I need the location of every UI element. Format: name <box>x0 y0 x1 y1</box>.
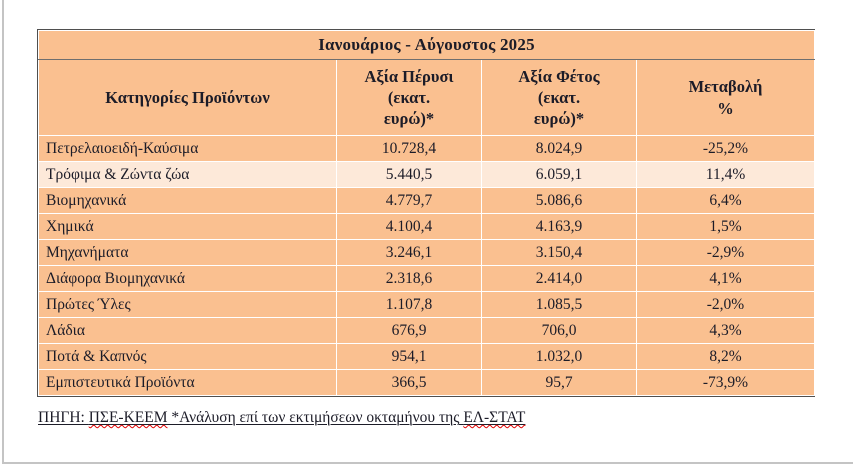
cell-value-last-year: 4.100,4 <box>336 213 482 240</box>
cell-value-last-year: 1.107,8 <box>336 291 482 318</box>
col-header-change-pct: Μεταβολή % <box>636 59 815 136</box>
cell-category: Βιομηχανικά <box>38 187 337 214</box>
cell-change: 4,1% <box>636 265 815 292</box>
cell-value-last-year: 954,1 <box>336 343 482 370</box>
cell-value-this-year: 1.085,5 <box>481 291 637 318</box>
cell-category: Λάδια <box>38 317 337 344</box>
col-header-value-this-year: Αξία Φέτος (εκατ. ευρώ)* <box>481 59 637 136</box>
cell-value-this-year: 1.032,0 <box>481 343 637 370</box>
cell-change: -2,0% <box>636 291 815 318</box>
cell-value-last-year: 366,5 <box>336 369 482 396</box>
table-row: Διάφορα Βιομηχανικά 2.318,6 2.414,0 4,1% <box>38 265 815 292</box>
cell-category: Ποτά & Καπνός <box>38 343 337 370</box>
cell-change: 11,4% <box>636 161 815 188</box>
cell-change: 6,4% <box>636 187 815 214</box>
cell-category: Διάφορα Βιομηχανικά <box>38 265 337 292</box>
cell-value-this-year: 2.414,0 <box>481 265 637 292</box>
table-row: Πετρελαιοειδή-Καύσιμα 10.728,4 8.024,9 -… <box>38 135 815 162</box>
cell-change: 8,2% <box>636 343 815 370</box>
col-header-categories: Κατηγορίες Προϊόντων <box>38 59 337 136</box>
cell-category: Πετρελαιοειδή-Καύσιμα <box>38 135 337 162</box>
export-data-table: Ιανουάριος - Αύγουστος 2025 Κατηγορίες Π… <box>37 29 815 397</box>
cell-value-last-year: 4.779,7 <box>336 187 482 214</box>
table-row: Μηχανήματα 3.246,1 3.150,4 -2,9% <box>38 239 815 266</box>
table-row: Ποτά & Καπνός 954,1 1.032,0 8,2% <box>38 343 815 370</box>
cell-value-last-year: 3.246,1 <box>336 239 482 266</box>
cell-value-this-year: 8.024,9 <box>481 135 637 162</box>
cell-change: -2,9% <box>636 239 815 266</box>
cell-value-last-year: 676,9 <box>336 317 482 344</box>
col-header-value-last-year: Αξία Πέρυσι (εκατ. ευρώ)* <box>336 59 482 136</box>
table-row: Πρώτες Ύλες 1.107,8 1.085,5 -2,0% <box>38 291 815 318</box>
table-title: Ιανουάριος - Αύγουστος 2025 <box>38 30 815 60</box>
cell-category: Πρώτες Ύλες <box>38 291 337 318</box>
title-row: Ιανουάριος - Αύγουστος 2025 <box>38 30 815 60</box>
cell-category: Μηχανήματα <box>38 239 337 266</box>
source-note: ΠΗΓΗ: ΠΣΕ-ΚΕΕΜ *Ανάλυση επί των εκτιμήσε… <box>38 409 525 427</box>
cell-value-this-year: 5.086,6 <box>481 187 637 214</box>
cell-change: -25,2% <box>636 135 815 162</box>
source-org: ΠΣΕ-ΚΕΕΜ <box>88 409 168 426</box>
cell-value-this-year: 3.150,4 <box>481 239 637 266</box>
cell-value-this-year: 6.059,1 <box>481 161 637 188</box>
cell-category: Χημικά <box>38 213 337 240</box>
cell-value-last-year: 5.440,5 <box>336 161 482 188</box>
table-row: Εμπιστευτικά Προϊόντα 366,5 95,7 -73,9% <box>38 369 815 396</box>
table-row: Τρόφιμα & Ζώντα ζώα 5.440,5 6.059,1 11,4… <box>38 161 815 188</box>
cell-category: Εμπιστευτικά Προϊόντα <box>38 369 337 396</box>
table-row: Λάδια 676,9 706,0 4,3% <box>38 317 815 344</box>
cell-value-last-year: 10.728,4 <box>336 135 482 162</box>
cell-value-last-year: 2.318,6 <box>336 265 482 292</box>
header-row: Κατηγορίες Προϊόντων Αξία Πέρυσι (εκατ. … <box>38 59 815 136</box>
cell-change: 1,5% <box>636 213 815 240</box>
source-label: ΠΗΓΗ: <box>38 409 89 426</box>
cell-value-this-year: 95,7 <box>481 369 637 396</box>
cell-change: 4,3% <box>636 317 815 344</box>
cell-value-this-year: 706,0 <box>481 317 637 344</box>
cell-change: -73,9% <box>636 369 815 396</box>
footnote-text: *Ανάλυση επί των εκτιμήσεων οκταμήνου τη… <box>167 409 464 426</box>
table-row: Βιομηχανικά 4.779,7 5.086,6 6,4% <box>38 187 815 214</box>
cell-category: Τρόφιμα & Ζώντα ζώα <box>38 161 337 188</box>
table-row: Χημικά 4.100,4 4.163,9 1,5% <box>38 213 815 240</box>
cell-value-this-year: 4.163,9 <box>481 213 637 240</box>
footnote-org: ΕΛ-ΣΤΑΤ <box>463 409 526 426</box>
